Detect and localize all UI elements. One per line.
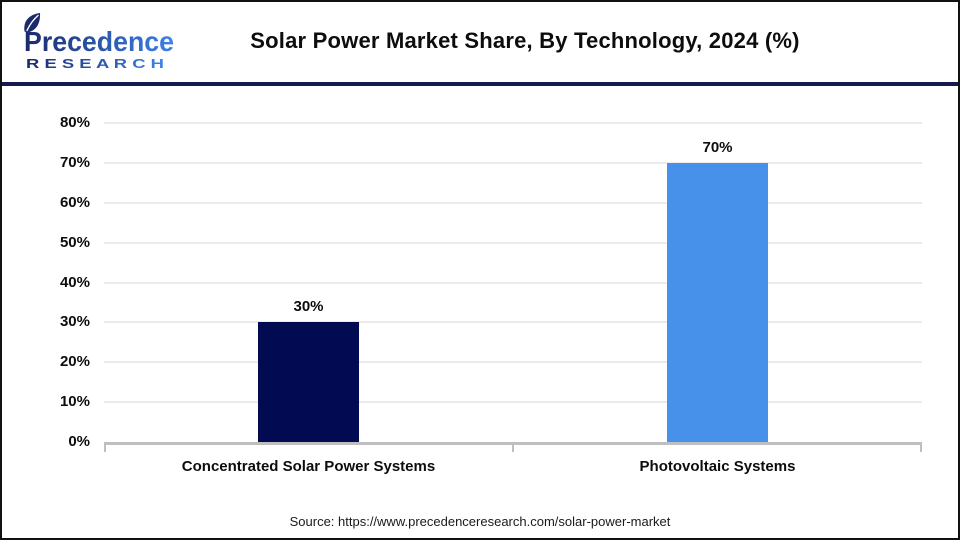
brand-logo: Precedence R E S E A R C H: [16, 12, 186, 77]
x-category-label: Concentrated Solar Power Systems: [181, 458, 436, 475]
gridline-40%: [104, 281, 922, 284]
header-divider: [2, 82, 958, 86]
y-tick-label: 40%: [59, 273, 90, 291]
logo-name: Precedence: [24, 26, 174, 57]
y-tick-label: 70%: [59, 153, 90, 171]
y-tick-label: 30%: [59, 313, 90, 331]
y-tick-label: 50%: [59, 233, 90, 251]
axis-tick: [104, 445, 106, 452]
y-tick-label: 10%: [59, 393, 90, 411]
gridline-60%: [104, 201, 922, 204]
bar-photovoltaic-systems: [667, 162, 768, 442]
bar-value-label: 70%: [702, 138, 733, 156]
gridline-20%: [104, 361, 922, 364]
gridline-10%: [104, 401, 922, 404]
y-tick-label: 60%: [59, 193, 90, 211]
logo-subtitle: R E S E A R C H: [26, 56, 164, 71]
bar-concentrated-solar-power-systems: [258, 322, 359, 442]
source-note: Source: https://www.precedenceresearch.c…: [289, 514, 671, 529]
gridline-50%: [104, 241, 922, 244]
axis-tick: [512, 445, 514, 452]
y-tick-label: 0%: [68, 433, 90, 450]
chart-title: Solar Power Market Share, By Technology,…: [250, 28, 800, 53]
gridline-70%: [104, 161, 922, 164]
y-tick-label: 20%: [59, 353, 90, 371]
plot-area: 0% 10% 20% 30% 40% 50% 60% 70% 80% 30% Concentrate…: [60, 114, 922, 475]
gridline-30%: [104, 321, 922, 324]
x-category-label: Photovoltaic Systems: [639, 458, 796, 475]
header: Precedence R E S E A R C H Solar Power M…: [2, 2, 958, 82]
bar-value-label: 30%: [293, 298, 324, 316]
axis-tick: [920, 445, 922, 452]
y-tick-label: 80%: [59, 114, 90, 131]
leaf-icon: [24, 13, 41, 33]
logo-graphic: Precedence R E S E A R C H: [24, 13, 174, 71]
gridline-80%: [104, 122, 922, 124]
